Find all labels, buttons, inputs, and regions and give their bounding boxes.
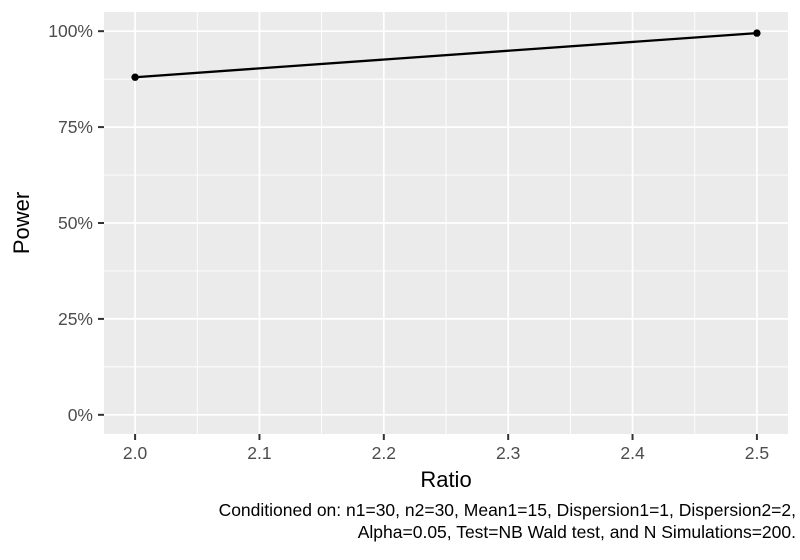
y-tick-label: 75% — [58, 117, 93, 137]
power-line — [135, 31, 757, 79]
x-tick-label: 2.0 — [123, 443, 148, 463]
data-point — [131, 73, 139, 81]
y-tick-label: 0% — [68, 405, 93, 425]
x-tick-label: 2.5 — [745, 443, 769, 463]
x-tick-label: 2.4 — [620, 443, 645, 463]
y-tick-label: 50% — [58, 213, 93, 233]
x-tick-label: 2.2 — [372, 443, 396, 463]
y-axis-title: Power — [9, 191, 34, 255]
y-tick-label: 100% — [48, 21, 93, 41]
x-tick-label: 2.3 — [496, 443, 520, 463]
y-tick-label: 25% — [58, 309, 93, 329]
plot-caption: Conditioned on: n1=30, n2=30, Mean1=15, … — [219, 499, 796, 543]
data-point — [753, 29, 761, 37]
caption-line-1: Conditioned on: n1=30, n2=30, Mean1=15, … — [218, 500, 796, 520]
x-tick-label: 2.1 — [247, 443, 271, 463]
x-axis-title: Ratio — [420, 467, 472, 492]
caption-line-2: Alpha=0.05, Test=NB Wald test, and N Sim… — [357, 522, 796, 542]
